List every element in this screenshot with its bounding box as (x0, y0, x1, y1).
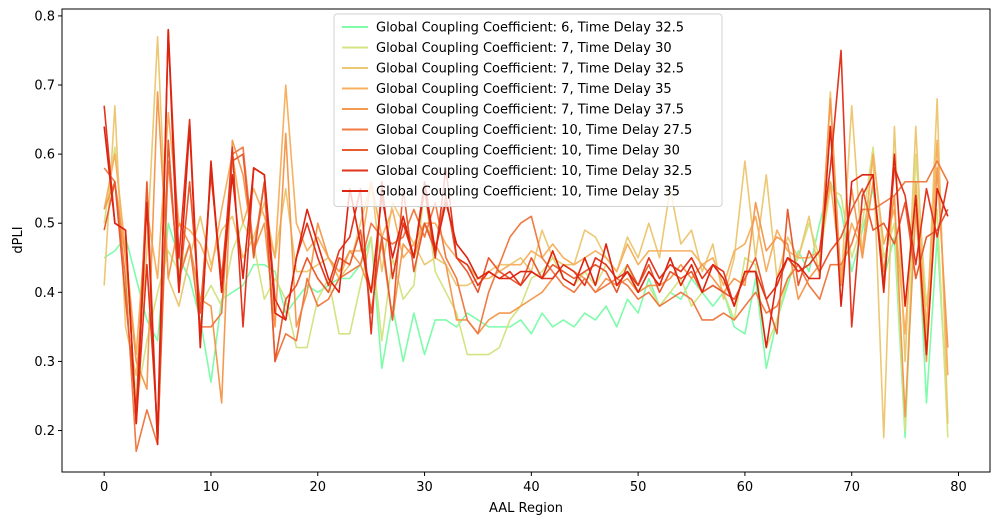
x-tick-label: 60 (737, 480, 754, 495)
legend-label-8: Global Coupling Coefficient: 10, Time De… (376, 164, 692, 179)
x-tick-label: 70 (843, 480, 860, 495)
legend-label-9: Global Coupling Coefficient: 10, Time De… (376, 185, 680, 200)
x-tick-label: 20 (309, 480, 326, 495)
legend: Global Coupling Coefficient: 6, Time Del… (333, 13, 723, 207)
y-tick-label: 0.6 (34, 148, 55, 163)
x-axis-label: AAL Region (489, 501, 563, 516)
x-tick-label: 40 (523, 480, 540, 495)
x-tick-label: 80 (950, 480, 967, 495)
legend-label-7: Global Coupling Coefficient: 10, Time De… (376, 144, 680, 159)
x-tick-label: 10 (203, 480, 220, 495)
series-line-9 (103, 28, 949, 446)
x-tick-label: 0 (100, 480, 108, 495)
x-axis: 0 10 20 30 40 50 60 70 80 (100, 472, 967, 495)
y-tick-label: 0.2 (34, 424, 55, 439)
series-line-2 (103, 146, 949, 438)
legend-box (333, 13, 723, 207)
y-axis: 0.2 0.3 0.4 0.5 0.6 0.7 0.8 (34, 9, 62, 439)
legend-label-2: Global Coupling Coefficient: 7, Time Del… (376, 41, 672, 56)
y-axis-label: dPLI (11, 226, 26, 253)
plot-frame (61, 8, 991, 473)
legend-label-6: Global Coupling Coefficient: 10, Time De… (376, 123, 692, 138)
series-layer (103, 28, 949, 453)
legend-label-4: Global Coupling Coefficient: 7, Time Del… (376, 82, 672, 97)
legend-label-5: Global Coupling Coefficient: 7, Time Del… (376, 103, 684, 118)
legend-label-1: Global Coupling Coefficient: 6, Time Del… (376, 21, 684, 36)
y-tick-label: 0.3 (34, 355, 55, 370)
series-line-8 (103, 28, 949, 432)
x-tick-label: 30 (416, 480, 433, 495)
x-tick-label: 50 (630, 480, 647, 495)
series-line-1 (103, 180, 949, 439)
y-tick-label: 0.5 (34, 217, 55, 232)
y-tick-label: 0.7 (34, 79, 55, 94)
legend-label-3: Global Coupling Coefficient: 7, Time Del… (376, 62, 684, 77)
y-tick-label: 0.4 (34, 286, 55, 301)
y-tick-label: 0.8 (34, 9, 55, 24)
